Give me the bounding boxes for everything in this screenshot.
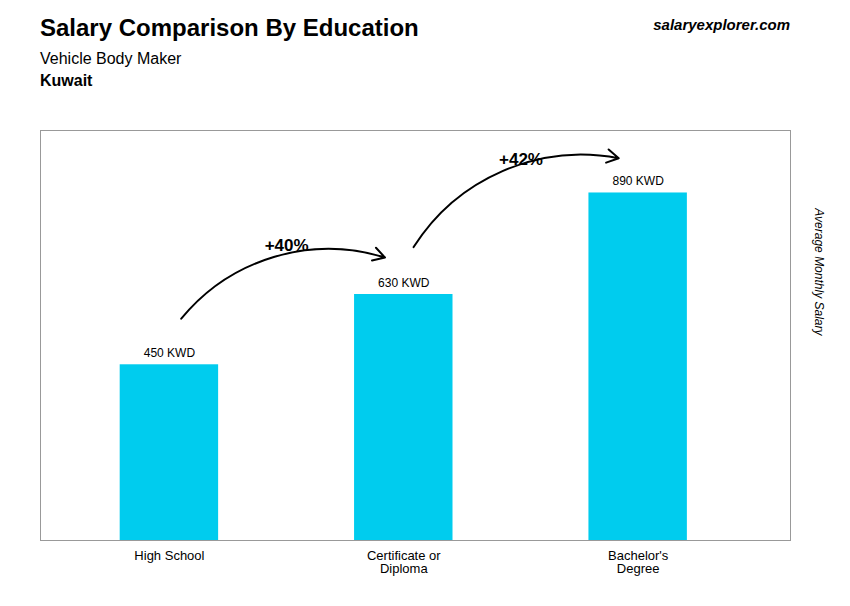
html-text:Kuwait: Kuwait bbox=[40, 72, 93, 89]
svg-text:Bachelor'sDegree: Bachelor'sDegree bbox=[608, 548, 669, 576]
html-text:salaryexplorer.com: salaryexplorer.com bbox=[653, 16, 790, 33]
svg-text:Certificate orDiploma: Certificate orDiploma bbox=[367, 548, 441, 576]
svg-text:+42%: +42% bbox=[499, 150, 543, 169]
svg-text:High School: High School bbox=[134, 548, 204, 563]
svg-text:+40%: +40% bbox=[265, 236, 309, 255]
html-text:Vehicle Body Maker: Vehicle Body Maker bbox=[40, 50, 182, 67]
svg-text:890 KWD: 890 KWD bbox=[612, 174, 664, 188]
svg-text:Average Monthly Salary: Average Monthly Salary bbox=[812, 207, 826, 336]
svg-text:630 KWD: 630 KWD bbox=[378, 276, 430, 290]
svg-text:450 KWD: 450 KWD bbox=[144, 346, 196, 360]
html-text:Salary Comparison By Education: Salary Comparison By Education bbox=[40, 14, 419, 41]
